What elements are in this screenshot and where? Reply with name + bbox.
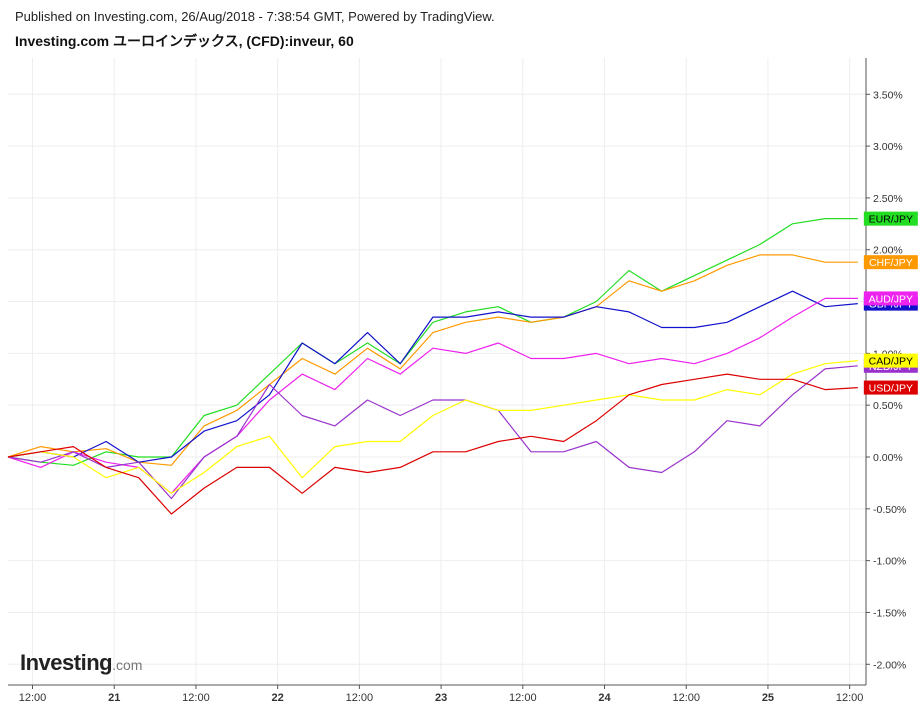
series-line-usd-jpy [7,373,858,515]
y-tick-label: 2.00% [873,245,903,257]
svg-text:CAD/JPY: CAD/JPY [869,356,913,368]
series-lines [7,218,858,515]
y-tick-label: 0.50% [873,400,903,412]
x-tick-label: 24 [598,692,611,704]
series-line-chf-jpy [7,254,858,466]
x-tick-label: 12:00 [19,692,47,704]
svg-text:USD/JPY: USD/JPY [869,383,913,395]
svg-text:CHF/JPY: CHF/JPY [869,257,913,269]
series-line-cad-jpy [7,360,858,494]
x-tick-label: 12:00 [182,692,210,704]
svg-text:EUR/JPY: EUR/JPY [869,214,913,226]
series-line-gbp-jpy [7,290,858,463]
published-note: Published on Investing.com, 26/Aug/2018 … [15,9,495,24]
svg-text:AUD/JPY: AUD/JPY [869,293,913,305]
series-label-usd-jpy: USD/JPY [863,380,918,395]
series-label-chf-jpy: CHF/JPY [863,255,918,270]
axes: 12:00 21 12:00 22 12:00 23 12:00 24 12:00 25 12:00… [8,58,906,704]
y-tick-label: -1.50% [873,607,906,619]
y-tick-label: 2.50% [873,193,903,205]
x-tick-label: 12:00 [509,692,537,704]
series-label-cad-jpy: CAD/JPY [863,353,918,368]
investing-logo: Investing.com [20,650,142,676]
x-tick-label: 12:00 [672,692,700,704]
series-label-aud-jpy: AUD/JPY [863,291,918,306]
series-line-eur-jpy [7,218,858,466]
logo-suffix-text: .com [112,657,143,673]
y-tick-label: -2.00% [873,659,906,671]
y-tick-label: 3.50% [873,89,903,101]
x-tick-label: 25 [762,692,774,704]
series-line-nzd-jpy [7,365,858,500]
series-labels: EUR/JPYCHF/JPYGBP/JPYAUD/JPYNZD/JPYCAD/J… [863,211,918,395]
y-tick-label: 3.00% [873,141,903,153]
grid [8,58,866,685]
series-label-eur-jpy: EUR/JPY [863,211,918,226]
x-tick-label: 22 [272,692,284,704]
series-line-aud-jpy [7,297,858,494]
x-tick-label: 21 [108,692,120,704]
y-tick-label: 0.00% [873,452,903,464]
y-tick-label: -0.50% [873,504,906,516]
x-tick-label: 23 [435,692,447,704]
x-tick-label: 12:00 [836,692,864,704]
chart-title: Investing.com ユーロインデックス, (CFD):inveur, 6… [15,33,354,49]
logo-main-text: Investing [20,650,113,675]
x-tick-label: 12:00 [346,692,374,704]
y-tick-label: -1.00% [873,556,906,568]
